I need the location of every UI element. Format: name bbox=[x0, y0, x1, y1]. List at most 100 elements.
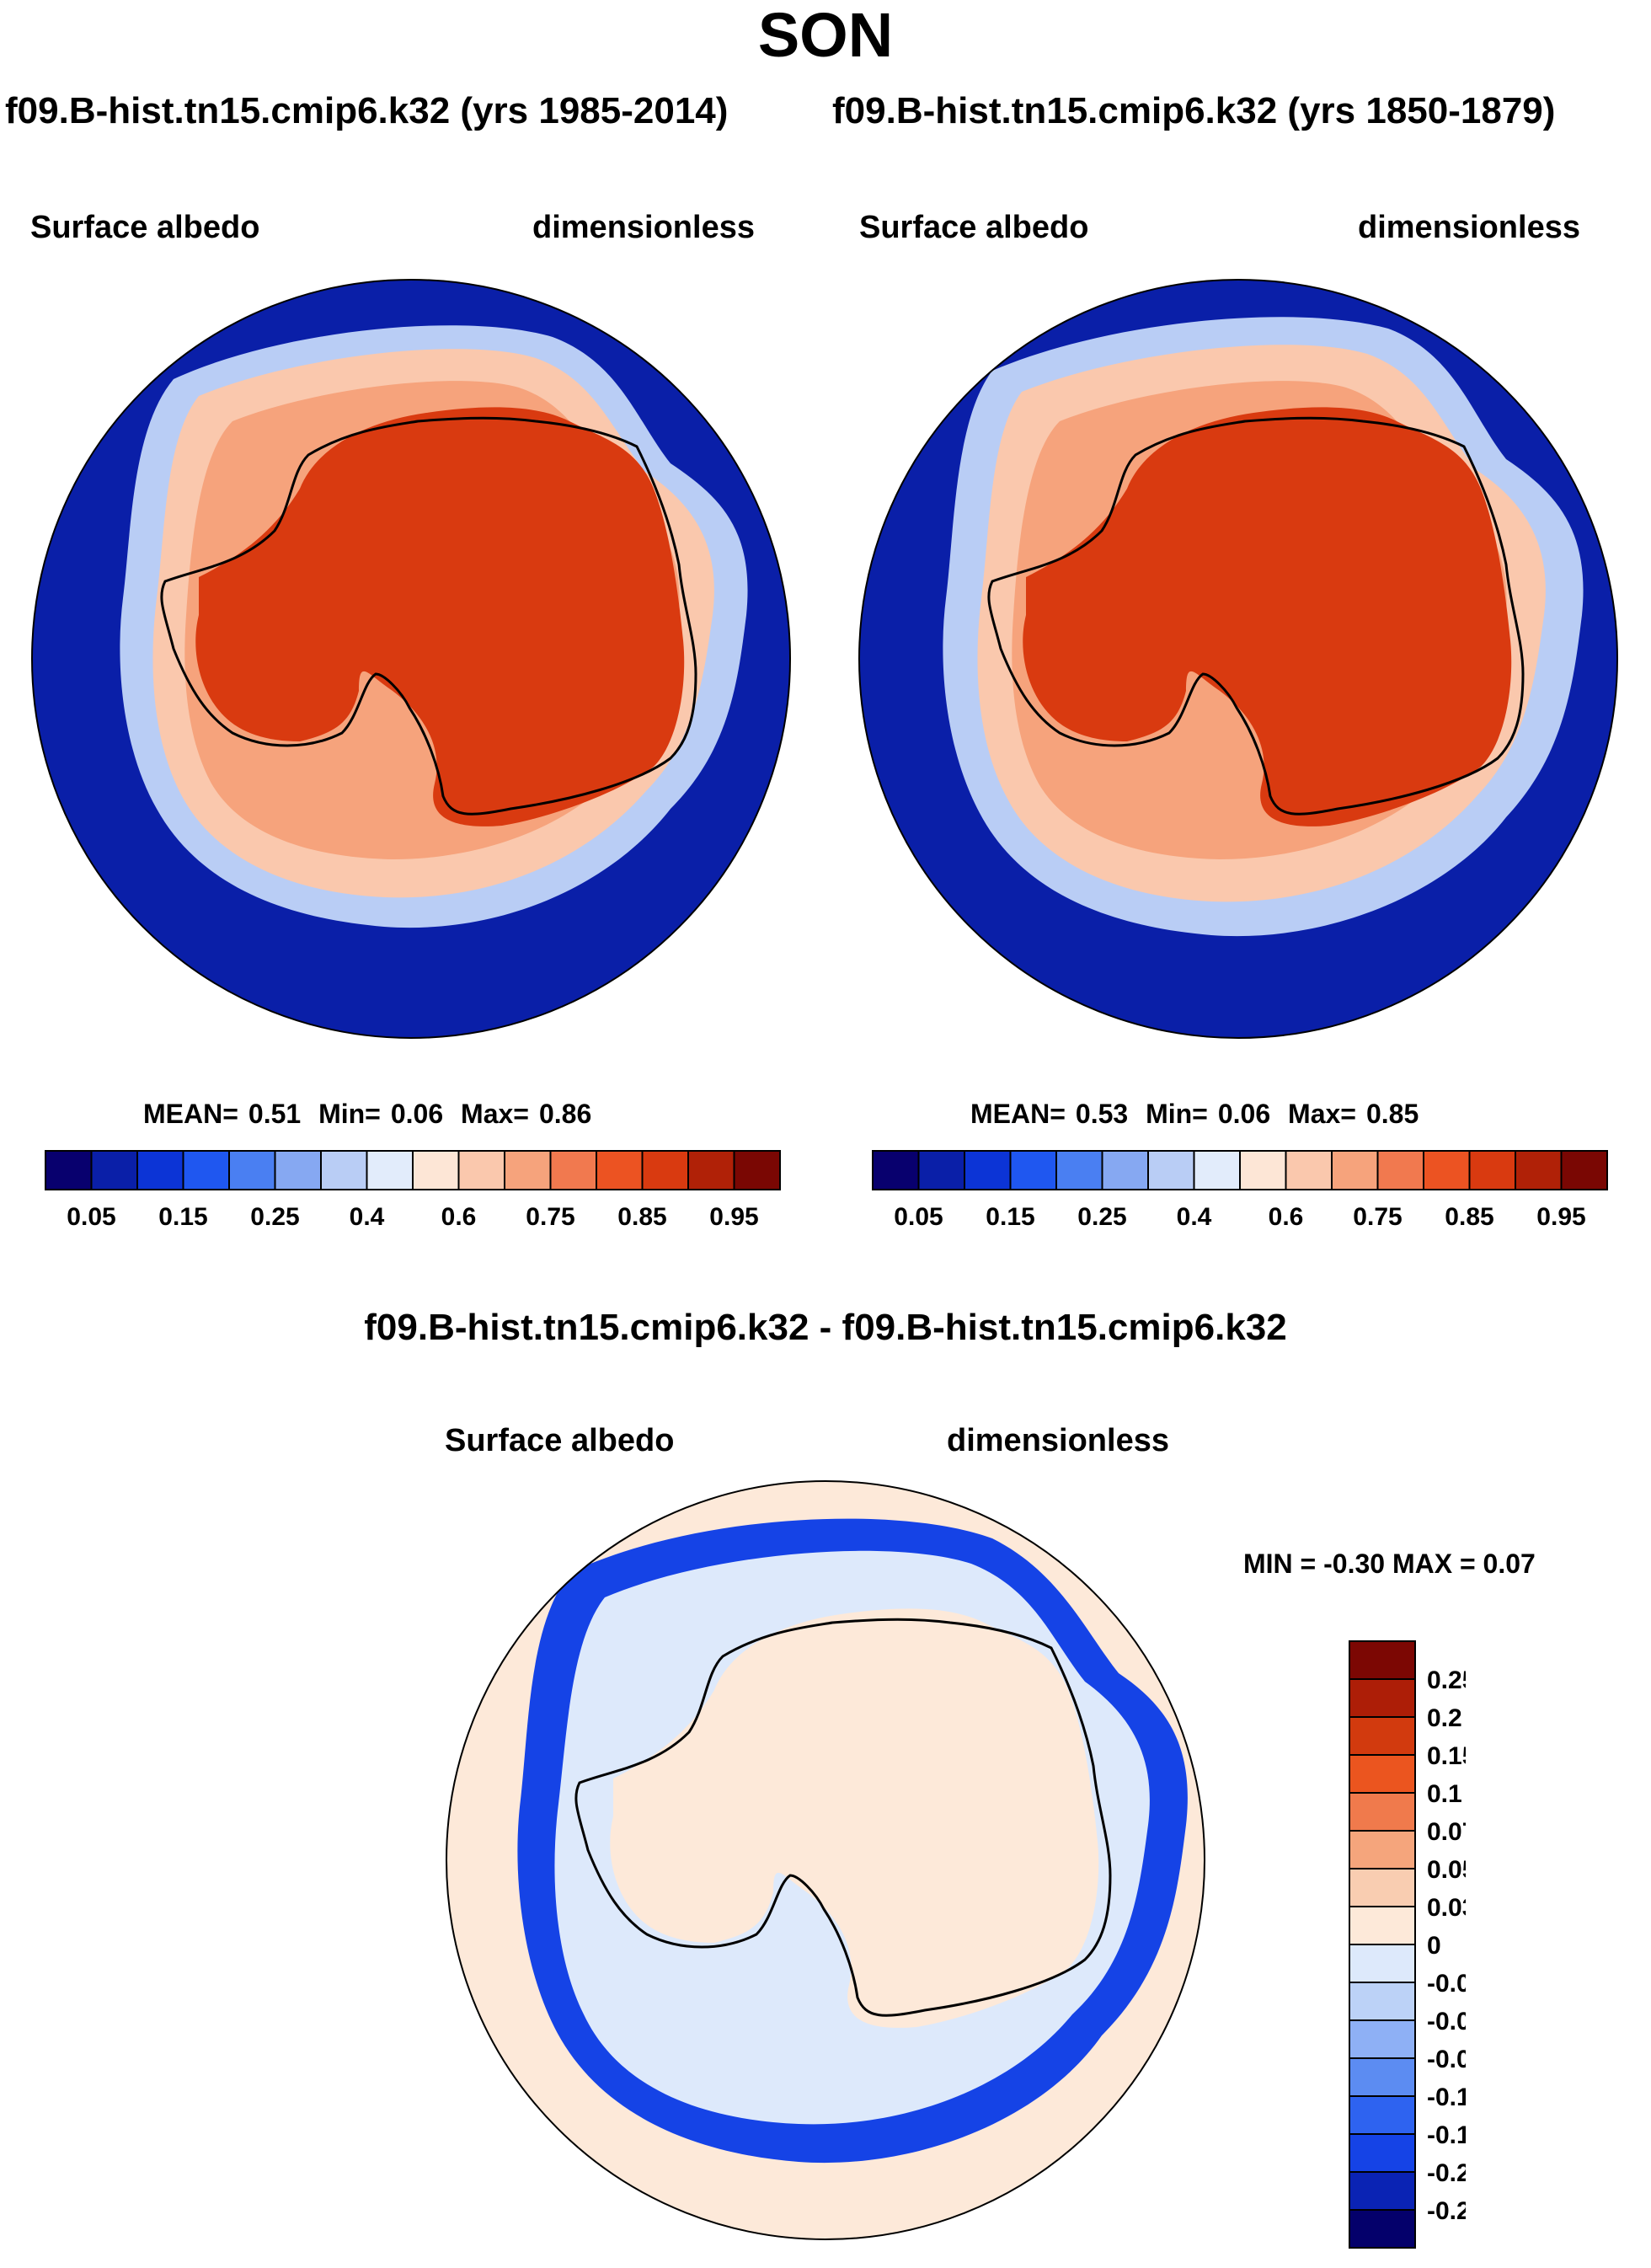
colorbar-tick-label: 0.85 bbox=[617, 1203, 666, 1231]
colorbar-swatch bbox=[1376, 1150, 1424, 1190]
continent-field bbox=[1023, 407, 1512, 826]
colorbar-swatch bbox=[964, 1150, 1012, 1190]
colorbar-swatch bbox=[1349, 1754, 1416, 1794]
colorbar-tick-label: 0.15 bbox=[158, 1203, 207, 1231]
colorbar-swatch bbox=[182, 1150, 230, 1190]
colorbar-tick-label: -0.1 bbox=[1427, 2083, 1466, 2111]
coastline bbox=[987, 416, 1525, 816]
mean-label: MEAN= bbox=[143, 1099, 238, 1129]
colorbar-swatch bbox=[917, 1150, 965, 1190]
colorbar-tick-label: 0.05 bbox=[1427, 1856, 1466, 1884]
colorbar-swatch bbox=[1331, 1150, 1379, 1190]
colorbar-tick-label: 0.6 bbox=[1269, 1203, 1304, 1231]
colorbar-swatch bbox=[1349, 2133, 1416, 2173]
colorbar-swatch bbox=[1349, 2019, 1416, 2059]
coastline bbox=[574, 1618, 1112, 2017]
stats-right: MEAN= 0.53 Min= 0.06 Max= 0.85 bbox=[970, 1097, 1429, 1131]
colorbar-difference: 0.25 0.2 0.15 0.1 0.07 0.05 0.03 0 -0.03 -0.05 -0.… bbox=[1349, 1640, 1466, 2249]
colorbar-tick-label: 0.05 bbox=[67, 1203, 115, 1231]
colorbar-tick-label: 0.25 bbox=[1077, 1203, 1126, 1231]
colorbar-swatch bbox=[1349, 1830, 1416, 1869]
colorbar-tick-label: -0.05 bbox=[1427, 2008, 1466, 2035]
colorbar-swatch bbox=[136, 1150, 184, 1190]
mean-label: MEAN= bbox=[970, 1099, 1066, 1129]
colorbar-swatch bbox=[1560, 1150, 1608, 1190]
diff-units-label: dimensionless bbox=[947, 1423, 1169, 1458]
colorbar-swatch bbox=[1009, 1150, 1057, 1190]
colorbar-tick-label: 0 bbox=[1427, 1932, 1441, 1960]
colorbar-swatch bbox=[1285, 1150, 1333, 1190]
albedo-map-1985-2014 bbox=[31, 279, 791, 1039]
continent-field bbox=[195, 407, 685, 826]
units-label-right: dimensionless bbox=[1358, 210, 1580, 245]
colorbar-tick-label: 0.75 bbox=[526, 1203, 574, 1231]
colorbar-swatch bbox=[1239, 1150, 1287, 1190]
colorbar-swatch bbox=[687, 1150, 735, 1190]
colorbar-tick-label: 0.95 bbox=[709, 1203, 758, 1231]
colorbar-swatch bbox=[1349, 1792, 1416, 1832]
diff-minmax: MIN = -0.30 MAX = 0.07 bbox=[1243, 1549, 1536, 1579]
colorbar-swatch bbox=[1349, 1982, 1416, 2021]
diff-variable-label: Surface albedo bbox=[445, 1423, 675, 1458]
colorbar-swatch bbox=[504, 1150, 552, 1190]
colorbar-right: 0.05 0.15 0.25 0.4 0.6 0.75 0.85 0.95 bbox=[872, 1150, 1608, 1231]
min-value: 0.06 bbox=[1217, 1099, 1271, 1129]
colorbar-tick-label: 0.1 bbox=[1427, 1780, 1462, 1808]
colorbar-tick-label: 0.05 bbox=[894, 1203, 943, 1231]
stats-left: MEAN= 0.51 Min= 0.06 Max= 0.86 bbox=[143, 1097, 601, 1131]
colorbar-swatch bbox=[45, 1150, 93, 1190]
mean-value: 0.51 bbox=[248, 1099, 302, 1129]
colorbar-swatch bbox=[320, 1150, 368, 1190]
colorbar-swatch bbox=[733, 1150, 781, 1190]
colorbar-tick-label: -0.25 bbox=[1427, 2197, 1466, 2225]
colorbar-swatch bbox=[641, 1150, 689, 1190]
colorbar-swatch bbox=[274, 1150, 322, 1190]
colorbar-left: 0.05 0.15 0.25 0.4 0.6 0.75 0.85 0.95 bbox=[45, 1150, 781, 1231]
max-label: Max= bbox=[1288, 1099, 1356, 1129]
colorbar-tick-label: 0.03 bbox=[1427, 1894, 1466, 1922]
colorbar-swatch bbox=[366, 1150, 414, 1190]
colorbar-swatch bbox=[1349, 1868, 1416, 1907]
map-boundary bbox=[858, 279, 1618, 1039]
colorbar-swatch bbox=[1468, 1150, 1516, 1190]
colorbar-tick-label: 0.75 bbox=[1353, 1203, 1402, 1231]
colorbar-swatch bbox=[1515, 1150, 1563, 1190]
colorbar-swatch bbox=[90, 1150, 138, 1190]
min-label: Min= bbox=[1146, 1099, 1208, 1129]
colorbar-tick-label: 0.95 bbox=[1536, 1203, 1585, 1231]
min-label: Min= bbox=[318, 1099, 381, 1129]
continent-field bbox=[610, 1608, 1099, 2028]
colorbar-swatch bbox=[1147, 1150, 1195, 1190]
albedo-map-1850-1879 bbox=[858, 279, 1618, 1039]
colorbar-tick-label: 0.25 bbox=[250, 1203, 299, 1231]
colorbar-tick-label: 0.85 bbox=[1445, 1203, 1493, 1231]
albedo-difference-map bbox=[446, 1480, 1205, 2240]
colorbar-swatch bbox=[1349, 1640, 1416, 1680]
colorbar-swatch bbox=[1101, 1150, 1149, 1190]
colorbar-swatch bbox=[1349, 2171, 1416, 2211]
colorbar-tick-label: -0.15 bbox=[1427, 2121, 1466, 2149]
colorbar-swatch bbox=[596, 1150, 644, 1190]
colorbar-swatch bbox=[457, 1150, 505, 1190]
colorbar-tick-label: 0.25 bbox=[1427, 1666, 1466, 1694]
colorbar-swatch bbox=[1349, 2095, 1416, 2135]
diff-title: f09.B-hist.tn15.cmip6.k32 - f09.B-hist.t… bbox=[364, 1307, 1287, 1348]
colorbar-tick-label: -0.2 bbox=[1427, 2159, 1466, 2187]
colorbar-swatch bbox=[549, 1150, 597, 1190]
max-value: 0.85 bbox=[1365, 1099, 1419, 1129]
map-boundary bbox=[31, 279, 791, 1039]
colorbar-tick-label: 0.15 bbox=[1427, 1742, 1466, 1770]
variable-label-left: Surface albedo bbox=[30, 210, 260, 245]
colorbar-swatch bbox=[1423, 1150, 1471, 1190]
case-title-left: f09.B-hist.tn15.cmip6.k32 (yrs 1985-2014… bbox=[5, 90, 729, 131]
max-value: 0.86 bbox=[538, 1099, 592, 1129]
colorbar-swatch bbox=[228, 1150, 276, 1190]
mean-value: 0.53 bbox=[1075, 1099, 1129, 1129]
colorbar-tick-label: 0.15 bbox=[986, 1203, 1034, 1231]
colorbar-swatch bbox=[1349, 1944, 1416, 1983]
colorbar-swatch bbox=[872, 1150, 920, 1190]
colorbar-tick-label: 0.4 bbox=[350, 1203, 385, 1231]
variable-label-right: Surface albedo bbox=[859, 210, 1089, 245]
colorbar-swatch bbox=[1349, 2057, 1416, 2097]
colorbar-swatch bbox=[1349, 1906, 1416, 1945]
